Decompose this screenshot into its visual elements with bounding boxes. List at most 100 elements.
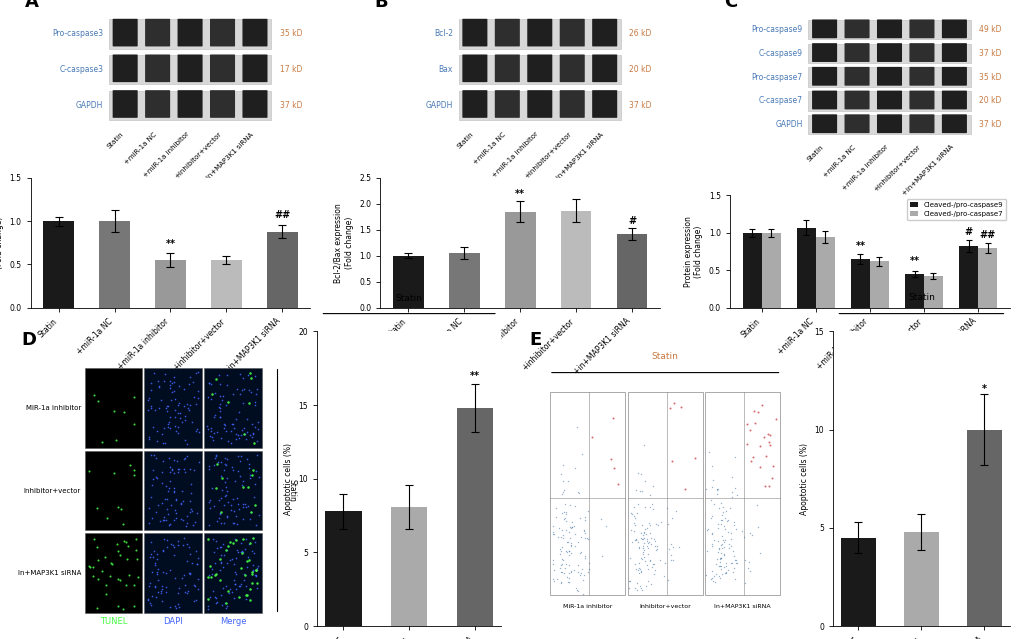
Point — [560, 573, 577, 583]
Point — [702, 495, 718, 505]
Point — [142, 578, 158, 588]
Point — [142, 598, 158, 608]
Point — [621, 583, 637, 593]
Point — [644, 562, 660, 573]
Point — [227, 475, 244, 486]
Point — [226, 579, 243, 589]
FancyBboxPatch shape — [145, 90, 170, 118]
Point — [162, 519, 178, 529]
Point — [569, 487, 585, 497]
Point — [147, 560, 163, 571]
Point — [175, 401, 192, 411]
Point — [659, 575, 676, 585]
Point — [219, 601, 235, 612]
Point — [176, 411, 193, 421]
Point — [170, 583, 186, 594]
Point — [206, 459, 222, 470]
Point — [251, 510, 267, 520]
Point — [748, 500, 764, 510]
Point — [649, 520, 665, 530]
Point — [545, 565, 561, 575]
Point — [161, 482, 177, 493]
Point — [234, 498, 251, 509]
Point — [148, 472, 164, 482]
Point — [180, 568, 197, 578]
Point — [708, 554, 725, 564]
Point — [550, 523, 567, 533]
Text: Statin: Statin — [455, 131, 475, 150]
Point — [622, 576, 638, 587]
Point — [763, 461, 780, 472]
Point — [626, 518, 642, 528]
Bar — [204, 368, 262, 448]
Point — [171, 381, 187, 391]
Point — [201, 378, 217, 389]
Point — [235, 429, 252, 440]
Point — [727, 555, 743, 566]
Point — [228, 384, 245, 394]
Point — [181, 507, 198, 518]
Point — [166, 515, 182, 525]
Point — [633, 520, 649, 530]
Point — [118, 580, 135, 590]
Point — [210, 370, 226, 380]
Point — [230, 592, 247, 602]
FancyBboxPatch shape — [462, 90, 487, 118]
Point — [235, 482, 252, 492]
Point — [149, 553, 165, 564]
Point — [636, 527, 652, 537]
Point — [225, 575, 242, 585]
Point — [153, 396, 169, 406]
Point — [579, 533, 595, 543]
Point — [145, 465, 161, 475]
Point — [202, 495, 218, 505]
Point — [639, 560, 655, 570]
Point — [237, 590, 254, 601]
Point — [189, 559, 205, 569]
Point — [564, 522, 580, 532]
Point — [179, 588, 196, 598]
Point — [553, 558, 570, 569]
Point — [710, 544, 727, 554]
Text: Inhibitor+vector: Inhibitor+vector — [639, 604, 691, 609]
Point — [146, 546, 162, 556]
Point — [204, 564, 220, 574]
Point — [219, 397, 235, 408]
Point — [140, 395, 156, 405]
Text: C: C — [723, 0, 737, 11]
Point — [217, 477, 233, 487]
Text: +miR-1a inhibitor: +miR-1a inhibitor — [841, 144, 889, 192]
FancyBboxPatch shape — [177, 90, 203, 118]
Point — [556, 513, 573, 523]
Point — [244, 419, 260, 429]
Point — [735, 532, 751, 543]
Point — [552, 532, 569, 542]
FancyBboxPatch shape — [112, 90, 138, 118]
Point — [639, 543, 655, 553]
Point — [642, 490, 658, 500]
Point — [168, 507, 184, 518]
Point — [182, 568, 199, 578]
Point — [561, 521, 578, 532]
Bar — [808, 115, 970, 134]
Point — [214, 599, 230, 610]
Point — [703, 528, 719, 539]
Bar — [109, 19, 271, 49]
Point — [222, 438, 238, 448]
Point — [719, 527, 736, 537]
Bar — [85, 450, 142, 530]
Text: +inhibitor+vector: +inhibitor+vector — [523, 131, 572, 180]
Point — [150, 376, 166, 386]
Point — [635, 549, 651, 559]
Point — [209, 427, 225, 437]
Point — [149, 473, 165, 483]
Point — [234, 502, 251, 512]
Point — [646, 541, 662, 551]
Point — [240, 385, 257, 395]
Point — [201, 378, 217, 389]
Point — [243, 514, 259, 525]
Point — [219, 586, 235, 596]
FancyBboxPatch shape — [909, 114, 933, 133]
Point — [758, 429, 774, 439]
Point — [235, 373, 252, 383]
